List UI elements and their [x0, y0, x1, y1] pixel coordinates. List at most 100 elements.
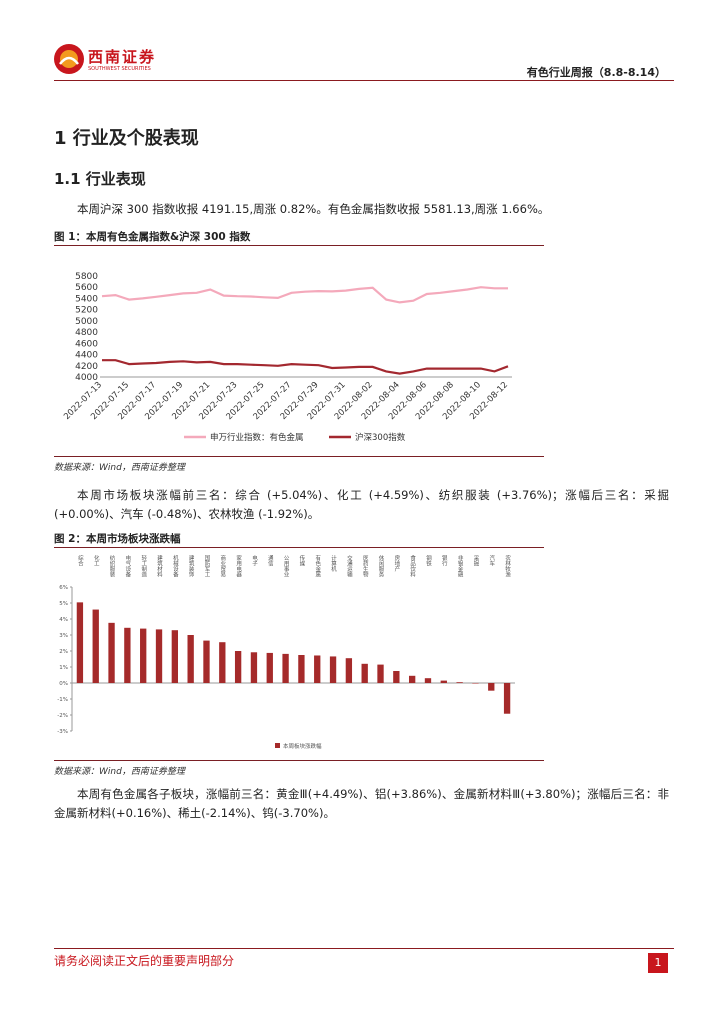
line-series — [101, 286, 508, 304]
paragraph: 本周沪深 300 指数收报 4191.15,周涨 0.82%。有色金属指数收报 … — [77, 202, 550, 216]
category-label: 纺织服装 — [109, 554, 116, 579]
y-tick-label: 4800 — [75, 328, 98, 338]
category-label: 家用电器 — [235, 554, 242, 579]
bar — [424, 678, 432, 683]
y-tick-label: -2% — [57, 713, 68, 719]
category-label: 医药生物 — [362, 555, 369, 579]
logo-sub: SOUTHWEST SECURITIES — [88, 66, 151, 72]
source: 数据来源：Wind，西南证券整理 — [54, 463, 185, 473]
legend-label: 沪深300指数 — [355, 432, 406, 443]
y-tick-label: 6% — [59, 585, 68, 591]
category-label: 化工 — [93, 554, 100, 567]
y-tick-label: 5% — [59, 601, 68, 607]
subsection-title: 1.1 行业表现 — [54, 170, 146, 188]
bar — [314, 655, 321, 683]
figure-caption: 图 2：本周市场板块涨跌幅 — [54, 533, 181, 545]
bar — [155, 629, 163, 683]
y-tick-label: 5000 — [75, 317, 98, 327]
bar-chart: -3% -2% -1% 0% 1% 2% 3% 4% 5% 6% 综合 化工 纺织服装 电气设备 轻工制造 建… — [57, 554, 515, 750]
bar — [377, 664, 384, 683]
bar — [187, 635, 194, 683]
bar — [234, 651, 242, 683]
category-label: 银行 — [441, 554, 448, 568]
y-tick-label: 3% — [59, 633, 68, 639]
category-label: 汽车 — [488, 554, 495, 568]
category-label: 建筑装饰 — [188, 554, 195, 579]
category-label: 国防军工 — [203, 555, 210, 578]
bar — [488, 683, 495, 691]
page-number: 1 — [648, 953, 668, 973]
bar — [108, 622, 115, 683]
category-label: 农林牧渔 — [504, 554, 511, 579]
category-label: 建筑材料 — [156, 554, 163, 579]
caption-rule — [54, 245, 544, 246]
y-tick-label: 1% — [59, 665, 68, 671]
category-label: 房地产 — [393, 554, 400, 573]
category-label: 公用事业 — [283, 555, 290, 577]
line-series — [102, 359, 509, 375]
category-label: 传媒 — [298, 554, 305, 568]
y-tick-label: 5800 — [75, 272, 98, 282]
bar — [124, 627, 131, 683]
source: 数据来源：Wind，西南证券整理 — [54, 767, 185, 777]
paragraph: 本周市场板块涨幅前三名：综合 (+5.04%)、化工 (+4.59%)、纺织服装… — [54, 488, 669, 521]
y-tick-label: 4400 — [75, 351, 98, 361]
y-tick-label: -3% — [57, 729, 68, 735]
category-label: 电子 — [251, 554, 258, 567]
footer-rule — [54, 948, 674, 949]
bar — [298, 655, 305, 683]
source-rule — [54, 760, 544, 761]
paragraph: 本周有色金属各子板块，涨幅前三名：黄金Ⅲ(+4.49%)、铝(+3.86%)、金… — [54, 787, 669, 820]
bar — [408, 675, 416, 683]
bar — [503, 683, 511, 714]
category-label: 轻工制造 — [140, 554, 147, 579]
legend-label: 申万行业指数：有色金属 — [210, 432, 304, 443]
y-tick-label: 5400 — [75, 294, 98, 304]
y-tick-label: 0% — [59, 681, 68, 687]
y-tick-label: 2% — [59, 649, 68, 655]
bar — [92, 609, 99, 683]
category-label: 机械设备 — [172, 554, 179, 579]
y-tick-label: 4200 — [75, 362, 98, 372]
y-tick-label: 4000 — [75, 373, 98, 383]
bar — [361, 663, 368, 683]
y-tick-label: 5200 — [75, 306, 98, 316]
bar — [456, 682, 463, 683]
category-label: 钢铁 — [425, 554, 432, 568]
y-tick-label: 4600 — [75, 339, 98, 349]
y-tick-label: -1% — [57, 697, 68, 703]
bar — [171, 630, 179, 683]
logo-icon — [54, 44, 84, 74]
logo-name: 西南证券 — [88, 48, 157, 66]
header-rule — [54, 80, 674, 81]
y-tick-label: 5600 — [75, 283, 98, 293]
section-title: 1 行业及个股表现 — [54, 128, 199, 149]
category-label: 计算机 — [330, 554, 337, 573]
source-rule — [54, 456, 544, 457]
category-label: 商业贸易 — [219, 554, 226, 579]
category-label: 休闲服务 — [378, 554, 385, 579]
category-label: 非银金融 — [457, 554, 464, 579]
legend-swatch — [275, 743, 280, 748]
category-label: 食品饮料 — [409, 554, 416, 579]
category-label: 有色金属 — [314, 554, 321, 579]
bar — [219, 642, 226, 683]
footer-notice: 请务必阅读正文后的重要声明部分 — [54, 954, 235, 968]
category-label: 通信 — [267, 554, 274, 568]
legend-label: 本周板块涨跌幅 — [283, 742, 322, 750]
bar — [282, 653, 289, 683]
bar — [472, 683, 479, 684]
category-label: 综合 — [77, 554, 84, 568]
bar — [140, 628, 147, 683]
bar — [393, 671, 400, 683]
bar — [266, 652, 273, 683]
bar — [203, 640, 210, 683]
bar — [76, 602, 84, 683]
figure-caption: 图 1：本周有色金属指数&沪深 300 指数 — [54, 231, 251, 243]
category-label: 交通运输 — [346, 554, 353, 579]
bar — [329, 656, 337, 683]
category-label: 电气设备 — [124, 554, 131, 579]
report-title: 有色行业周报（8.8-8.14） — [526, 66, 666, 79]
